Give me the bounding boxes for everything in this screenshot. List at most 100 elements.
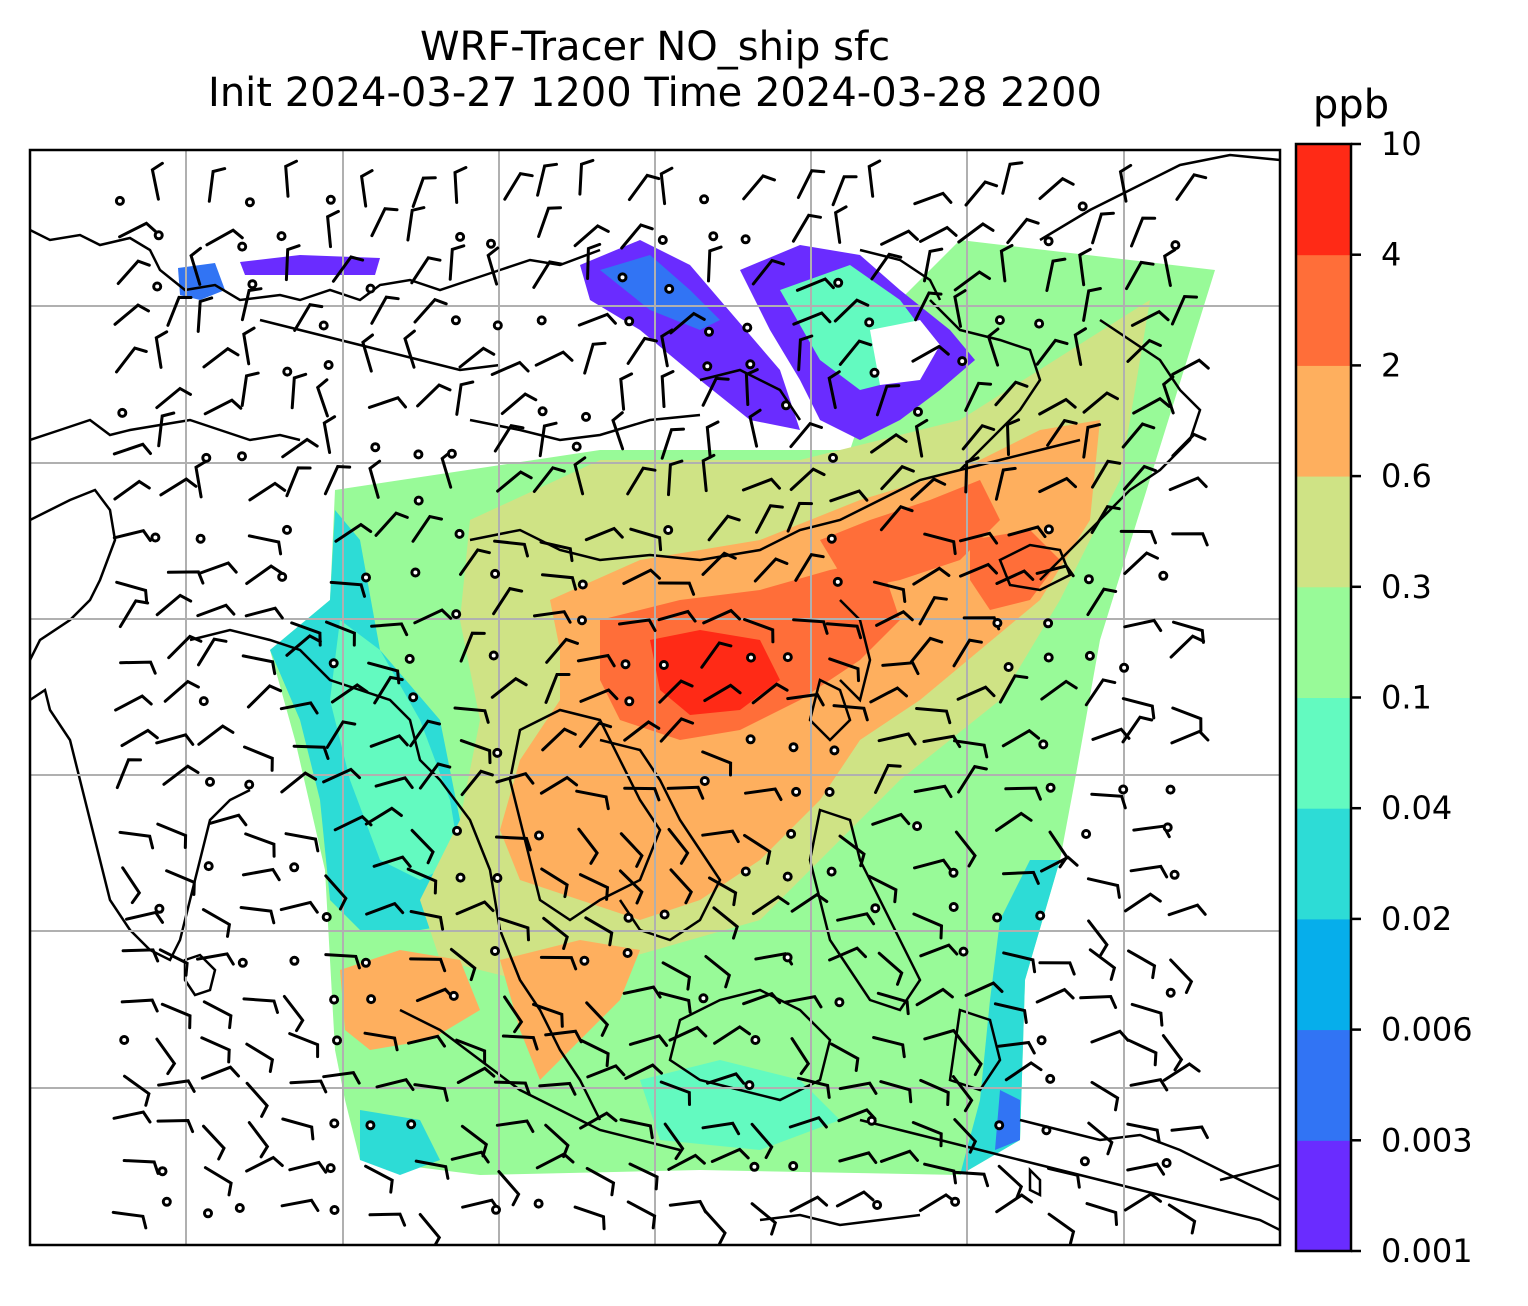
wind-barb bbox=[410, 256, 442, 285]
wind-barb bbox=[751, 258, 785, 286]
wind-barb bbox=[240, 287, 263, 322]
wind-barb bbox=[912, 566, 951, 586]
wind-barb bbox=[919, 225, 958, 243]
wind-barb bbox=[577, 827, 599, 865]
wind-barb bbox=[493, 539, 529, 558]
wind-barb bbox=[919, 1078, 950, 1106]
wind-barb bbox=[245, 1155, 284, 1173]
calm-marker bbox=[370, 442, 381, 453]
wind-barb bbox=[742, 991, 782, 1006]
wind-barb bbox=[995, 811, 1033, 832]
wind-barb bbox=[872, 580, 907, 603]
wind-barb bbox=[585, 1001, 610, 1037]
wind-barb bbox=[923, 247, 944, 283]
wind-barb bbox=[1125, 260, 1155, 291]
wind-barb bbox=[915, 987, 954, 1007]
wind-barb bbox=[627, 173, 661, 202]
calm-marker bbox=[657, 235, 668, 245]
colorbar-swatch bbox=[1296, 476, 1351, 588]
wind-barb bbox=[880, 464, 915, 491]
wind-barb bbox=[923, 1028, 963, 1042]
wind-barb bbox=[202, 346, 240, 369]
wind-barb bbox=[874, 763, 902, 794]
wind-barb bbox=[951, 1075, 974, 1113]
calm-marker bbox=[1045, 782, 1056, 793]
wind-barb bbox=[315, 378, 329, 418]
calm-marker bbox=[1165, 784, 1176, 795]
calm-marker bbox=[1041, 1125, 1052, 1136]
wind-barb bbox=[532, 1002, 564, 1028]
wind-barb bbox=[458, 346, 496, 369]
wind-barb bbox=[1088, 948, 1117, 981]
calm-marker bbox=[750, 1035, 761, 1045]
wind-barb bbox=[626, 1200, 657, 1230]
wind-barb bbox=[623, 786, 661, 802]
wind-barb bbox=[619, 1118, 654, 1140]
wind-barb bbox=[995, 569, 1035, 585]
title-line-2: Init 2024-03-27 1200 Time 2024-03-28 220… bbox=[208, 70, 1102, 116]
calm-marker bbox=[1077, 201, 1088, 212]
concentration-field bbox=[178, 240, 1215, 1175]
calm-marker bbox=[450, 315, 461, 326]
calm-marker bbox=[824, 787, 835, 797]
wind-barb bbox=[1073, 327, 1087, 366]
wind-barb bbox=[999, 243, 1014, 283]
wind-barb bbox=[1091, 459, 1122, 489]
wind-barb bbox=[838, 1081, 878, 1095]
wind-barb bbox=[245, 1042, 275, 1073]
wind-barb bbox=[1130, 1002, 1164, 1027]
calm-marker bbox=[161, 1196, 172, 1207]
wind-barb bbox=[1005, 418, 1021, 456]
wind-barb bbox=[583, 341, 607, 375]
wind-barb bbox=[155, 386, 192, 410]
wind-barb bbox=[751, 895, 790, 916]
calm-marker bbox=[157, 1166, 168, 1177]
wind-barb bbox=[120, 998, 159, 1013]
calm-marker bbox=[1038, 739, 1049, 750]
calm-marker bbox=[708, 231, 719, 242]
wind-barb bbox=[375, 1077, 415, 1091]
calm-marker bbox=[1045, 1073, 1056, 1084]
calm-marker bbox=[413, 449, 424, 460]
wind-barb bbox=[486, 246, 500, 286]
calm-marker bbox=[746, 652, 756, 663]
wind-barb bbox=[495, 1119, 535, 1133]
calm-marker bbox=[492, 747, 503, 758]
wind-barb bbox=[628, 1162, 659, 1191]
wind-barb bbox=[281, 437, 319, 459]
wind-barb bbox=[368, 459, 382, 499]
wind-barb bbox=[660, 370, 675, 408]
wind-barb bbox=[455, 380, 475, 416]
wind-barb bbox=[241, 867, 281, 882]
wind-barb bbox=[703, 683, 742, 703]
wind-barb bbox=[456, 1066, 496, 1084]
calm-marker bbox=[781, 400, 791, 411]
calm-marker bbox=[782, 871, 793, 882]
wind-barb bbox=[584, 526, 624, 542]
wind-barb bbox=[578, 873, 610, 901]
wind-barb bbox=[622, 985, 662, 999]
calm-marker bbox=[742, 322, 753, 333]
wind-barb bbox=[619, 372, 634, 411]
wind-barb bbox=[503, 995, 524, 1034]
calm-marker bbox=[866, 1115, 877, 1126]
wind-barb bbox=[167, 634, 203, 660]
calm-marker bbox=[912, 821, 923, 832]
wind-barb bbox=[205, 228, 244, 247]
wind-barb bbox=[1091, 211, 1115, 245]
calm-marker bbox=[1162, 822, 1173, 833]
wind-barb bbox=[411, 514, 443, 543]
wind-barb bbox=[789, 467, 826, 491]
calm-marker bbox=[325, 194, 336, 205]
wind-barb bbox=[618, 869, 644, 905]
wind-barb bbox=[624, 1063, 663, 1080]
wind-barb bbox=[959, 531, 999, 545]
wind-barb bbox=[155, 733, 195, 746]
wind-barb bbox=[1078, 247, 1092, 287]
colorbar-swatch bbox=[1296, 918, 1351, 1031]
calm-marker bbox=[872, 1200, 883, 1210]
wind-barb bbox=[1035, 987, 1075, 1004]
wind-barb bbox=[1035, 338, 1069, 366]
calm-marker bbox=[361, 572, 371, 583]
calm-marker bbox=[276, 231, 287, 242]
